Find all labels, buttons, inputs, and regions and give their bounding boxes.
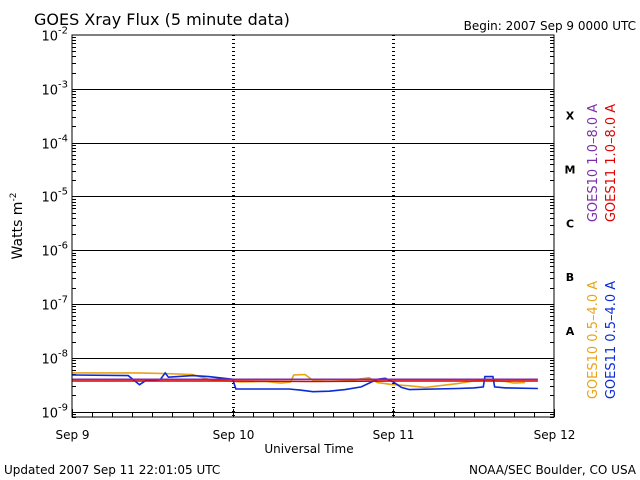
legend: GOES10 1.0–8.0 A GOES11 1.0–8.0 A GOES10 0… — [586, 104, 619, 399]
y-axis-label-exp: -2 — [9, 193, 19, 202]
legend-goes10-short: GOES10 0.5–4.0 A — [586, 281, 601, 399]
footer-source: NOAA/SEC Boulder, CO USA — [469, 463, 637, 477]
y-tick-label-1e-6: 10-6 — [41, 241, 68, 260]
x-tick-label: Sep 9 — [55, 428, 89, 442]
flare-class-X: X — [566, 110, 575, 123]
begin-label: Begin: 2007 Sep 9 0000 UTC — [464, 19, 636, 33]
flare-class-C: C — [566, 217, 574, 230]
y-axis-label-main: Watts m — [10, 202, 26, 260]
grid-layer — [72, 35, 554, 417]
x-tick-label: Sep 12 — [534, 428, 576, 442]
flare-class-M: M — [565, 164, 576, 177]
footer-updated: Updated 2007 Sep 11 22:01:05 UTC — [4, 463, 220, 477]
x-tick-label: Sep 11 — [373, 428, 415, 442]
chart-title: GOES Xray Flux (5 minute data) — [34, 10, 290, 29]
legend-goes11-long-group: GOES11 1.0–8.0 A — [604, 104, 619, 222]
series-line — [72, 381, 538, 382]
x-tick-layer: Sep 9 Sep 10 Sep 11 Sep 12 — [55, 409, 575, 442]
y-tick-label-1e-8: 10-8 — [41, 349, 68, 368]
legend-goes11-short: GOES11 0.5–4.0 A — [604, 281, 619, 399]
y-tick-label-1e-7: 10-7 — [41, 295, 68, 314]
svg-text:Watts m-2: Watts m-2 — [9, 193, 26, 260]
series-layer — [72, 373, 538, 392]
flare-class-A: A — [566, 325, 575, 338]
legend-goes11-short-group: GOES11 0.5–4.0 A — [604, 281, 619, 399]
legend-goes10-short-group: GOES10 0.5–4.0 A — [586, 281, 601, 399]
plot-frame — [72, 35, 554, 417]
x-axis-label: Universal Time — [264, 442, 353, 456]
x-tick-label: Sep 10 — [213, 428, 255, 442]
y-tick-label-1e-4: 10-4 — [41, 134, 68, 153]
y-axis-label: Watts m-2 — [9, 193, 26, 260]
flare-class-B: B — [566, 271, 574, 284]
legend-goes10-long: GOES10 1.0–8.0 A — [586, 104, 601, 222]
y-tick-layer: 10-210-310-410-510-610-710-810-9 — [41, 26, 554, 422]
y-tick-label-1e-3: 10-3 — [41, 80, 68, 99]
y-tick-label-1e-9: 10-9 — [41, 403, 68, 422]
legend-goes11-long: GOES11 1.0–8.0 A — [604, 104, 619, 222]
flare-class-layer: X M C B A — [565, 110, 576, 338]
legend-goes10-long-group: GOES10 1.0–8.0 A — [586, 104, 601, 222]
y-tick-label-1e-5: 10-5 — [41, 187, 68, 206]
